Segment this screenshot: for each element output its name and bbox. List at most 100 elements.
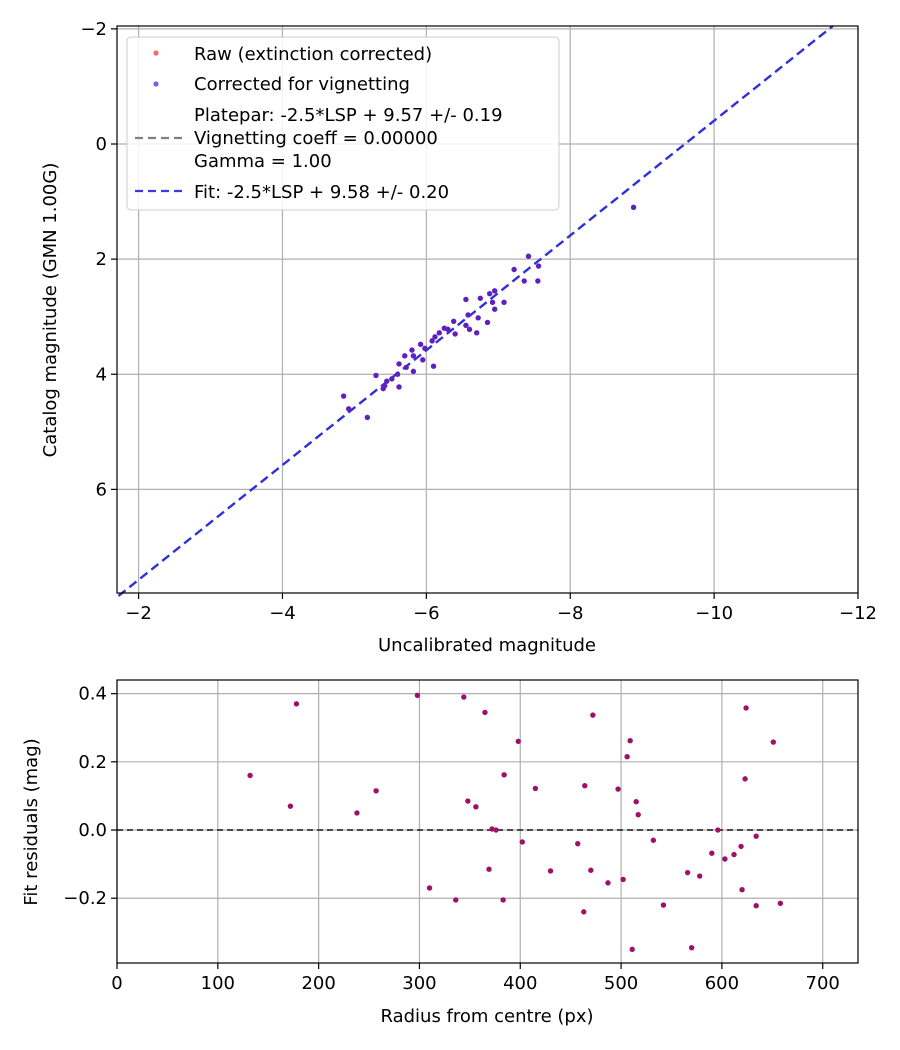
- bottom-axes-frame: [116, 679, 859, 964]
- residual-point: [354, 810, 360, 816]
- top-y-tick-label: 4: [96, 364, 107, 385]
- residual-point: [770, 739, 777, 745]
- top-y-tick-label: 2: [96, 249, 107, 270]
- residual-point: [715, 827, 721, 833]
- residual-point: [547, 868, 554, 874]
- corrected-point: [535, 278, 541, 284]
- residual-point: [482, 709, 488, 716]
- corrected-point: [403, 364, 409, 371]
- corrected-point: [384, 378, 390, 384]
- residual-point: [731, 851, 737, 858]
- corrected-point: [484, 319, 491, 326]
- corrected-point: [466, 326, 473, 333]
- legend-box: [126, 36, 560, 211]
- fit-line: [117, 25, 834, 597]
- bottom-y-tick-label: −0.2: [63, 888, 107, 909]
- corrected-point: [364, 414, 371, 421]
- legend-label-gamma: Gamma = 1.00: [194, 151, 332, 172]
- residual-point: [581, 909, 587, 915]
- residual-point: [743, 705, 749, 711]
- residual-point: [660, 902, 667, 908]
- corrected-points-series: [340, 204, 637, 421]
- residual-point: [620, 876, 626, 883]
- bottom-x-axis-label: Radius from centre (px): [380, 1006, 593, 1027]
- residual-point: [575, 840, 581, 847]
- residual-point: [287, 803, 294, 809]
- corrected-point: [373, 372, 379, 379]
- residual-point: [615, 786, 621, 792]
- corrected-point: [429, 338, 435, 344]
- residual-point: [588, 867, 594, 873]
- residual-point: [473, 804, 479, 810]
- residual-point: [501, 772, 507, 778]
- corrected-point: [420, 357, 426, 363]
- corrected-point: [477, 295, 484, 301]
- residual-point: [465, 798, 471, 804]
- legend-label-vignetting: Vignetting coeff = 0.00000: [194, 128, 438, 149]
- bottom-x-tick-label: 600: [705, 973, 739, 994]
- legend-marker-raw: [153, 50, 159, 56]
- top-x-tick-label: −4: [269, 603, 296, 624]
- residual-point: [486, 866, 492, 872]
- legend: Raw (extinction corrected) Corrected for…: [126, 36, 560, 211]
- corrected-point: [463, 296, 469, 303]
- top-y-ticks: −2 0 2 4 6: [80, 19, 117, 500]
- bottom-x-tick-label: 0: [111, 973, 122, 994]
- residual-point: [453, 897, 459, 903]
- top-y-axis-label: Catalog magnitude (GMN 1.00G): [40, 163, 61, 458]
- bottom-y-tick-label: 0.4: [78, 684, 107, 705]
- residual-point: [582, 782, 588, 789]
- corrected-point: [396, 384, 402, 390]
- corrected-point: [402, 353, 408, 359]
- top-x-ticks: −2 −4 −6 −8 −10 −12: [125, 593, 877, 624]
- bottom-x-tick-label: 700: [806, 973, 840, 994]
- corrected-point: [340, 393, 347, 399]
- bottom-x-tick-label: 200: [301, 973, 335, 994]
- corrected-point: [430, 363, 437, 369]
- top-x-tick-label: −6: [413, 603, 440, 624]
- corrected-point: [432, 334, 438, 340]
- corrected-point: [491, 306, 498, 312]
- residual-points-series: [247, 692, 784, 953]
- residual-point: [742, 776, 748, 782]
- corrected-point: [474, 330, 480, 336]
- corrected-point: [417, 341, 424, 348]
- corrected-point: [486, 290, 493, 297]
- residual-point: [722, 856, 728, 862]
- bottom-x-ticks: 0 100 200 300 400 500 600 700: [111, 963, 840, 994]
- residual-point: [738, 843, 744, 850]
- residual-point: [709, 850, 715, 856]
- corrected-point: [345, 406, 352, 412]
- residual-point: [777, 900, 784, 907]
- corrected-point: [410, 368, 417, 375]
- residual-point: [688, 944, 695, 951]
- residual-point: [247, 772, 253, 779]
- bottom-y-axis-label: Fit residuals (mag): [21, 738, 42, 905]
- corrected-point: [396, 361, 402, 367]
- legend-label-raw: Raw (extinction corrected): [194, 44, 432, 65]
- top-x-tick-label: −8: [557, 603, 584, 624]
- bottom-x-tick-label: 300: [402, 973, 436, 994]
- residual-point: [753, 903, 759, 909]
- residual-point: [635, 811, 641, 818]
- bottom-x-tick-label: 500: [604, 973, 638, 994]
- corrected-point: [394, 371, 401, 377]
- residual-point: [605, 880, 611, 886]
- top-x-axis-label: Uncalibrated magnitude: [378, 635, 596, 656]
- legend-marker-corrected: [153, 81, 159, 87]
- corrected-point: [521, 278, 527, 284]
- residual-point: [753, 833, 759, 839]
- residual-point: [684, 869, 691, 876]
- residual-point: [739, 886, 745, 893]
- corrected-point: [501, 299, 507, 306]
- top-axes-frame: [116, 25, 859, 594]
- residual-point: [461, 694, 467, 700]
- residual-point: [515, 738, 521, 745]
- top-y-tick-label: −2: [80, 19, 107, 40]
- legend-label-fit: Fit: -2.5*LSP + 9.58 +/- 0.20: [194, 182, 449, 203]
- residual-point: [624, 754, 630, 760]
- residual-point: [426, 885, 433, 891]
- corrected-point: [511, 266, 517, 273]
- residual-point: [697, 873, 703, 879]
